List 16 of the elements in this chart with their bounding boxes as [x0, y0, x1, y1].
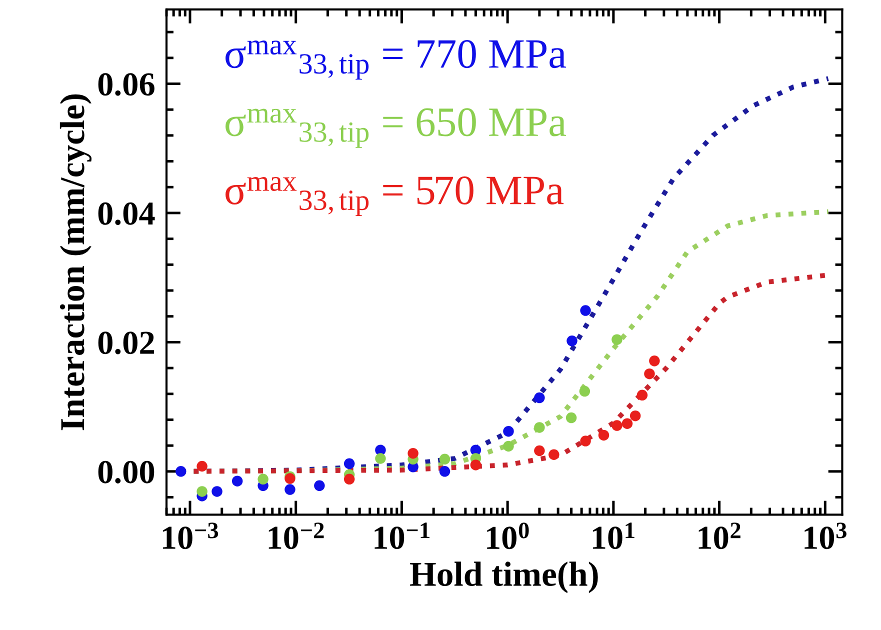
y-tick-label: 0.04 [98, 202, 155, 226]
text: σ$^{max}$$_{33,tip}$ = 650 MPa [226, 108, 566, 148]
y-tick-label: 0.02 [98, 332, 154, 354]
text: σ$^{max}$$_{33,tip}$ = 770 MPa [226, 40, 566, 80]
y-tick-label: 0.06 [98, 73, 154, 96]
x-tick-label: 10$^{−1}$ [374, 522, 430, 550]
text: σ$^{max}$$_{33,tip}$ = 570 MPa [226, 176, 564, 216]
x-tick-label: 10$^{2}$ [698, 522, 740, 550]
x-tick-label: 10$^{0}$ [487, 522, 529, 550]
x-tick-label: 10$^{−3}$ [163, 522, 218, 550]
x-tick-label: 10$^{−2}$ [268, 522, 324, 550]
x-axis-title: Hold time(h) [410, 562, 598, 594]
x-tick-label: 10$^{3}$ [804, 522, 846, 550]
x-tick-label: 10$^{1}$ [592, 522, 634, 550]
y-tick-label: 0.00 [98, 460, 154, 484]
y-axis-title: Interaction (mm/cycle) [60, 94, 92, 430]
